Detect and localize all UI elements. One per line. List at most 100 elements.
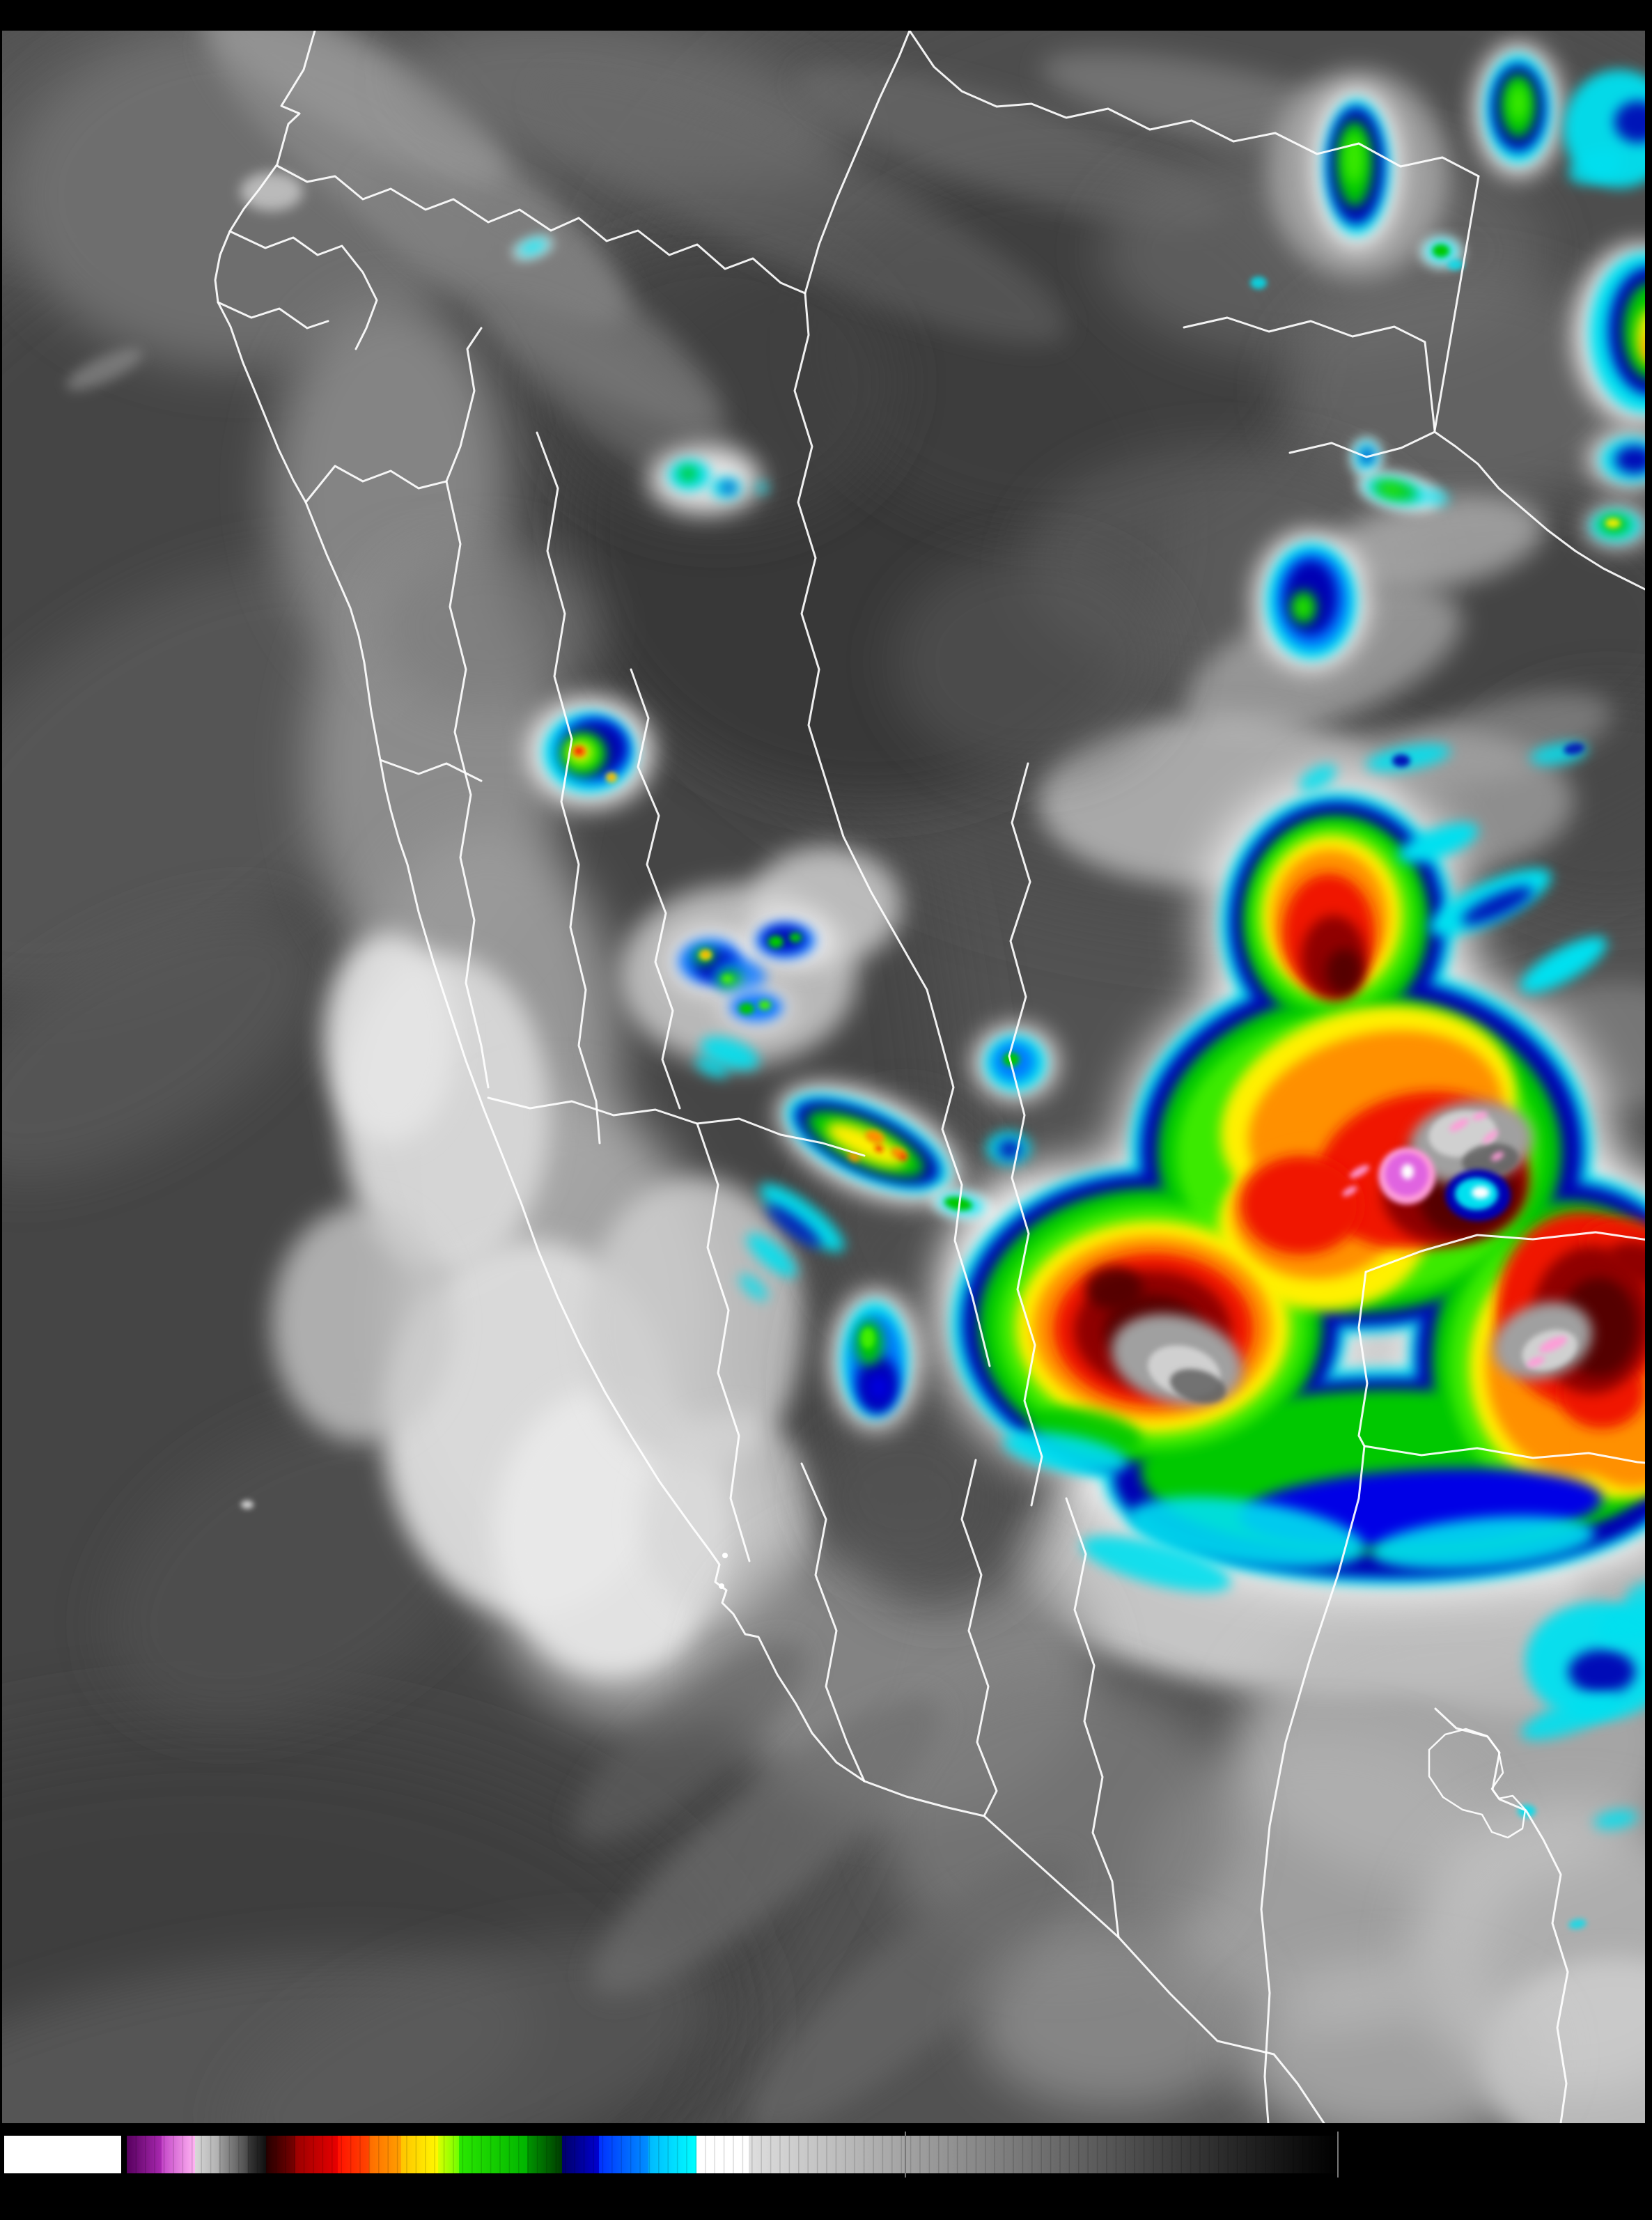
colorbar-segment [121,2136,127,2173]
storm-cell-green-spur [931,1190,994,1220]
storm-layer [1605,518,1621,528]
lake-titicaca-outline [1428,1728,1527,1839]
storm-layer [1472,1111,1488,1121]
storm-cell-red-core-andes-cell [528,697,653,808]
storm-layer [1568,150,1622,185]
cloud-patch [1240,1964,1546,2123]
storm-cell-mid-cluster [670,919,825,1078]
colorbar-segment [527,2136,562,2173]
boundary-brazil-border [1288,430,1645,591]
storm-layer [1428,1110,1497,1158]
boundary-madre-de-dios-south [1357,1271,1369,1447]
storm-cell-se-cyan-patches [1518,1581,1645,1930]
map-boundary-layer [214,31,1645,2123]
storm-layer [760,1183,845,1252]
colorbar-segment [562,2136,599,2173]
boundary-colombia-straight-segment [1433,175,1480,432]
storm-layer [1615,446,1645,474]
island-dot [722,1553,728,1558]
storm-layer [722,483,735,492]
storm-layer [1169,1369,1226,1404]
storm-layer [1490,1151,1504,1161]
boundary-loreto-west-border [793,292,991,1367]
storm-cell-green-dash-ne [1357,472,1449,512]
storm-layer [1568,1650,1635,1694]
cloud-patch [815,1421,996,1574]
storm-layer [517,239,548,256]
colorbar-segment [295,2136,338,2173]
storm-layer [702,952,709,957]
cloud-patch [797,65,1223,228]
colorbar-segment [266,2136,295,2173]
storm-layer [1128,1496,1365,1569]
storm-layer [826,1122,905,1167]
boundary-south-border-c [1065,1497,1120,1939]
storm-layer [1392,754,1410,767]
storm-layer [1371,1516,1596,1570]
colorbar-segment [749,2136,1338,2173]
storm-layer [1241,1156,1361,1255]
colorbar-segment [369,2136,401,2173]
storm-layer [575,747,583,754]
storm-layer [1380,485,1403,495]
storm-layer [609,775,614,780]
storm-layer [1433,244,1449,257]
colorbar-segment [219,2136,248,2173]
storm-layer [868,1374,889,1401]
storm-cell-north-cell-1 [1314,88,1400,249]
cloud-patch [534,74,1068,344]
boundary-huanuco-border [487,1096,866,1157]
cloud-patch [233,1936,715,2123]
storm-layer [739,1273,768,1301]
cloud-patch [376,543,599,711]
storm-layer [1568,1918,1587,1930]
storm-layer [739,1003,754,1014]
storm-layer [1424,490,1449,505]
storm-layer [1521,1694,1620,1740]
cloud-patch [1142,1734,1504,2027]
boundary-piura-border-a [228,230,378,350]
cloud-patch [272,1205,453,1442]
boundary-andes-border-b [536,431,601,1144]
colorbar-segment [195,2136,219,2173]
island-dot [719,1583,724,1589]
colorbar-segment [162,2136,195,2173]
storm-cell-right-edge-cells [1585,430,1645,548]
storm-layer [722,975,733,983]
storm-cell-vertical-cell-south [831,1290,920,1429]
storm-layer [1298,764,1337,792]
storm-layer [944,1197,972,1211]
colorbar-segment [127,2136,162,2173]
boundary-ucayali-border [1008,762,1043,1507]
cloud-patch [891,550,1170,773]
storm-layer [1344,134,1364,184]
boundary-south-border-b [960,1459,998,1817]
storm-layer [1349,1165,1370,1179]
colorbar-segment [599,2136,648,2173]
cloud-patch [1325,495,1545,592]
storm-layer [1401,1164,1414,1179]
colorbar-segment [401,2136,438,2173]
colorbar-segment [438,2136,459,2173]
boundary-south-border-a [800,1462,866,1783]
storm-cell-corner-cyan-patch [1564,70,1645,188]
storm-layer [1538,1336,1568,1353]
storm-layer [1342,1186,1357,1197]
storm-layer [1296,600,1309,615]
boundary-colombia-border [908,31,1480,178]
boundary-piura-border-b [217,301,329,329]
colorbar-segment [338,2136,369,2173]
storm-layer [1564,743,1584,755]
storm-cell-amazonas-cluster [649,447,768,514]
colorbar-segment [4,2136,121,2173]
storm-layer [1637,311,1645,361]
storm-layer [768,936,784,948]
storm-layer [1081,1535,1231,1592]
storm-layer [1086,1267,1143,1310]
storm-layer [1462,1143,1519,1177]
boundary-ecuador-peru-border [276,31,911,295]
boundary-andes-border-c [630,668,681,1110]
boundary-andes-border-d [379,759,483,782]
storm-layer [767,1204,821,1248]
